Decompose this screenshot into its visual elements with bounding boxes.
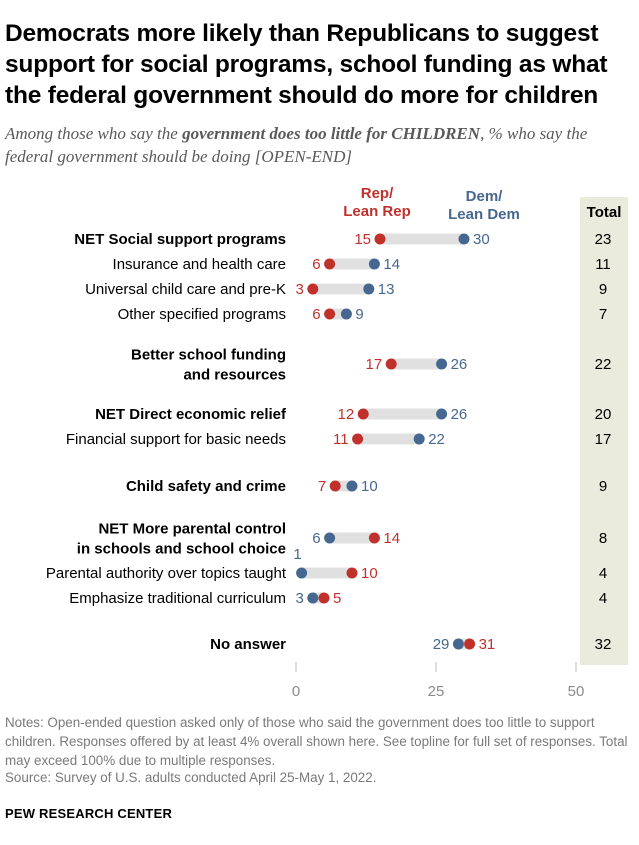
legend-dem: Lean Dem bbox=[448, 206, 520, 223]
value-label-rep: 3 bbox=[295, 281, 303, 298]
row-label: Parental authority over topics taught bbox=[46, 565, 287, 582]
row-label: Emphasize traditional curriculum bbox=[69, 590, 286, 607]
value-label-rep: 7 bbox=[318, 478, 326, 495]
dot-dem bbox=[324, 532, 336, 544]
subtitle-prefix: Among those who say the bbox=[5, 124, 183, 143]
value-label-rep: 6 bbox=[312, 256, 320, 273]
x-tick-label: 25 bbox=[428, 683, 445, 700]
value-label-dem: 10 bbox=[361, 478, 378, 495]
dot-dem bbox=[340, 308, 352, 320]
total-column-background bbox=[580, 197, 628, 665]
dot-dem bbox=[452, 638, 464, 650]
row-label: No answer bbox=[210, 636, 286, 653]
dot-dem bbox=[296, 567, 308, 579]
org-name: PEW RESEARCH CENTER bbox=[5, 806, 173, 821]
value-label-dem: 13 bbox=[378, 281, 395, 298]
value-label-dem: 1 bbox=[293, 546, 301, 563]
dot-dem bbox=[413, 433, 425, 445]
total-value: 4 bbox=[599, 590, 607, 607]
total-header: Total bbox=[587, 204, 622, 221]
value-label-dem: 6 bbox=[312, 530, 320, 547]
value-label-rep: 17 bbox=[366, 356, 383, 373]
value-label-dem: 3 bbox=[295, 590, 303, 607]
dot-rep bbox=[352, 433, 364, 445]
dot-rep bbox=[385, 358, 397, 370]
dot-rep bbox=[357, 408, 369, 420]
value-label-dem: 14 bbox=[383, 256, 400, 273]
row-label: in schools and school choice bbox=[77, 541, 286, 558]
value-label-dem: 26 bbox=[451, 356, 468, 373]
dot-rep bbox=[374, 233, 386, 245]
dot-dem bbox=[363, 283, 375, 295]
dot-dem bbox=[346, 480, 358, 492]
total-value: 17 bbox=[595, 431, 612, 448]
subtitle-suffix: , % who say the federal government shoul… bbox=[5, 124, 588, 166]
dot-rep bbox=[464, 638, 476, 650]
row-label: Other specified programs bbox=[118, 306, 286, 323]
value-label-rep: 14 bbox=[383, 530, 400, 547]
dot-rep bbox=[324, 258, 336, 270]
value-label-rep: 5 bbox=[333, 590, 341, 607]
row-label: NET Social support programs bbox=[74, 231, 286, 248]
dot-rep bbox=[368, 532, 380, 544]
dot-rep bbox=[329, 480, 341, 492]
row-label: Financial support for basic needs bbox=[66, 431, 286, 448]
total-value: 11 bbox=[595, 256, 611, 273]
dot-dem bbox=[436, 408, 448, 420]
x-tick-label: 50 bbox=[568, 683, 585, 700]
value-label-rep: 6 bbox=[312, 306, 320, 323]
row-label: Child safety and crime bbox=[126, 478, 286, 495]
row-label: NET Direct economic relief bbox=[95, 406, 287, 423]
value-label-dem: 26 bbox=[451, 406, 468, 423]
row-label: Better school funding bbox=[131, 347, 286, 364]
dot-rep bbox=[346, 567, 358, 579]
legend-dem: Dem/ bbox=[466, 188, 504, 205]
total-value: 9 bbox=[599, 478, 607, 495]
row-label: Insurance and health care bbox=[113, 256, 286, 273]
total-value: 4 bbox=[599, 565, 607, 582]
value-label-dem: 9 bbox=[355, 306, 363, 323]
value-label-rep: 31 bbox=[479, 636, 496, 653]
row-label: and resources bbox=[183, 367, 286, 384]
value-label-dem: 29 bbox=[433, 636, 450, 653]
dot-rep bbox=[324, 308, 336, 320]
subtitle-emphasis: government does too little for CHILDREN bbox=[182, 124, 481, 143]
total-value: 8 bbox=[599, 530, 607, 547]
row-label: Universal child care and pre-K bbox=[85, 281, 286, 298]
dot-rep bbox=[307, 283, 319, 295]
legend-rep: Rep/ bbox=[361, 185, 394, 202]
dot-dem bbox=[368, 258, 380, 270]
value-label-dem: 30 bbox=[473, 231, 490, 248]
value-label-rep: 15 bbox=[354, 231, 371, 248]
legend-rep: Lean Rep bbox=[343, 203, 411, 220]
dot-rep bbox=[318, 592, 330, 604]
total-value: 7 bbox=[599, 306, 607, 323]
dot-dem bbox=[436, 358, 448, 370]
total-value: 9 bbox=[599, 281, 607, 298]
dot-dem bbox=[307, 592, 319, 604]
total-value: 32 bbox=[595, 636, 612, 653]
row-label: NET More parental control bbox=[98, 521, 286, 538]
total-value: 20 bbox=[595, 406, 612, 423]
value-label-rep: 11 bbox=[333, 431, 349, 448]
chart-title: Democrats more likely than Republicans t… bbox=[5, 20, 608, 109]
value-label-rep: 12 bbox=[338, 406, 355, 423]
total-value: 23 bbox=[595, 231, 612, 248]
dot-dem bbox=[458, 233, 470, 245]
value-label-rep: 10 bbox=[361, 565, 378, 582]
value-label-dem: 22 bbox=[428, 431, 445, 448]
total-value: 22 bbox=[595, 356, 612, 373]
x-tick-label: 0 bbox=[292, 683, 300, 700]
chart-notes: Notes: Open-ended question asked only of… bbox=[5, 715, 628, 768]
chart-source: Source: Survey of U.S. adults conducted … bbox=[5, 770, 377, 785]
dot-plot-chart: 0 25 50 Rep/Lean Rep Dem/Lean Dem Total NET So… bbox=[46, 185, 628, 700]
chart-subtitle: Among those who say the government does … bbox=[5, 122, 635, 168]
